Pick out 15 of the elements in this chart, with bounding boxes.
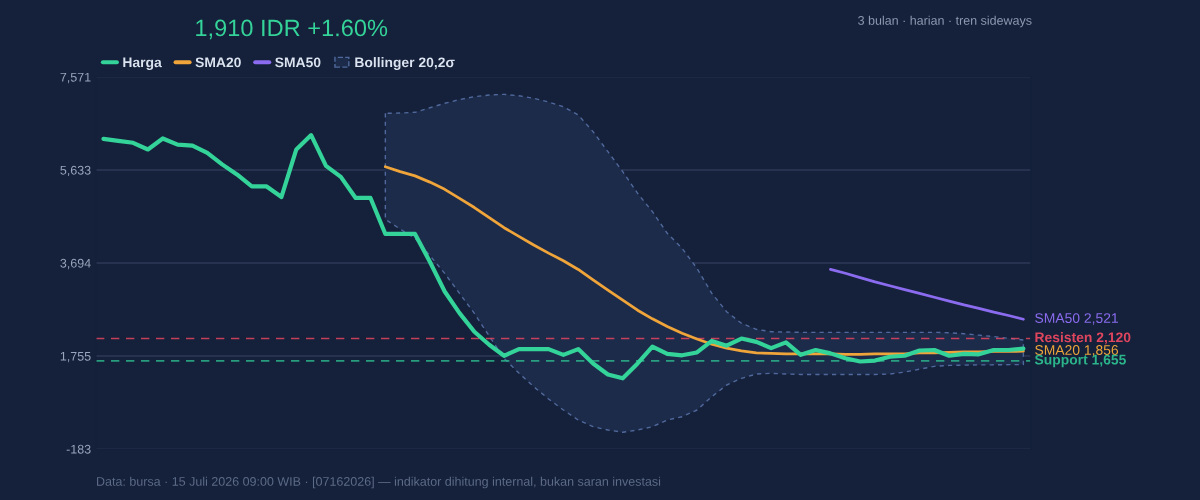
ref-line-label: Resisten 2,120 xyxy=(1035,332,1131,345)
legend-label: Harga xyxy=(123,57,162,71)
legend-label: SMA20 xyxy=(195,57,241,68)
legend-title: Bollinger 20,2σ xyxy=(355,57,455,71)
chart-title: 1,910 IDR +1.60% xyxy=(196,19,388,40)
y-tick-label: 5,633 xyxy=(60,165,91,177)
legend-label: SMA50 xyxy=(275,57,321,68)
text: Data: bursa · 15 Juli 2026 09:00 WIB · [07162026] — indikator dihitung internal, bukan saran investasi xyxy=(97,476,661,489)
y-tick-label: 7,571 xyxy=(60,72,91,84)
ref-line-label: Support 1,655 xyxy=(1034,354,1126,368)
y-tick-label: -183 xyxy=(66,444,91,454)
chart-subtitle: 3 bulan · harian · tren sideways xyxy=(858,15,1032,28)
y-tick-label: 1,755 xyxy=(60,351,91,363)
y-tick-label: 3,694 xyxy=(60,258,91,270)
data-label: SMA50 2,521 xyxy=(1035,313,1118,325)
